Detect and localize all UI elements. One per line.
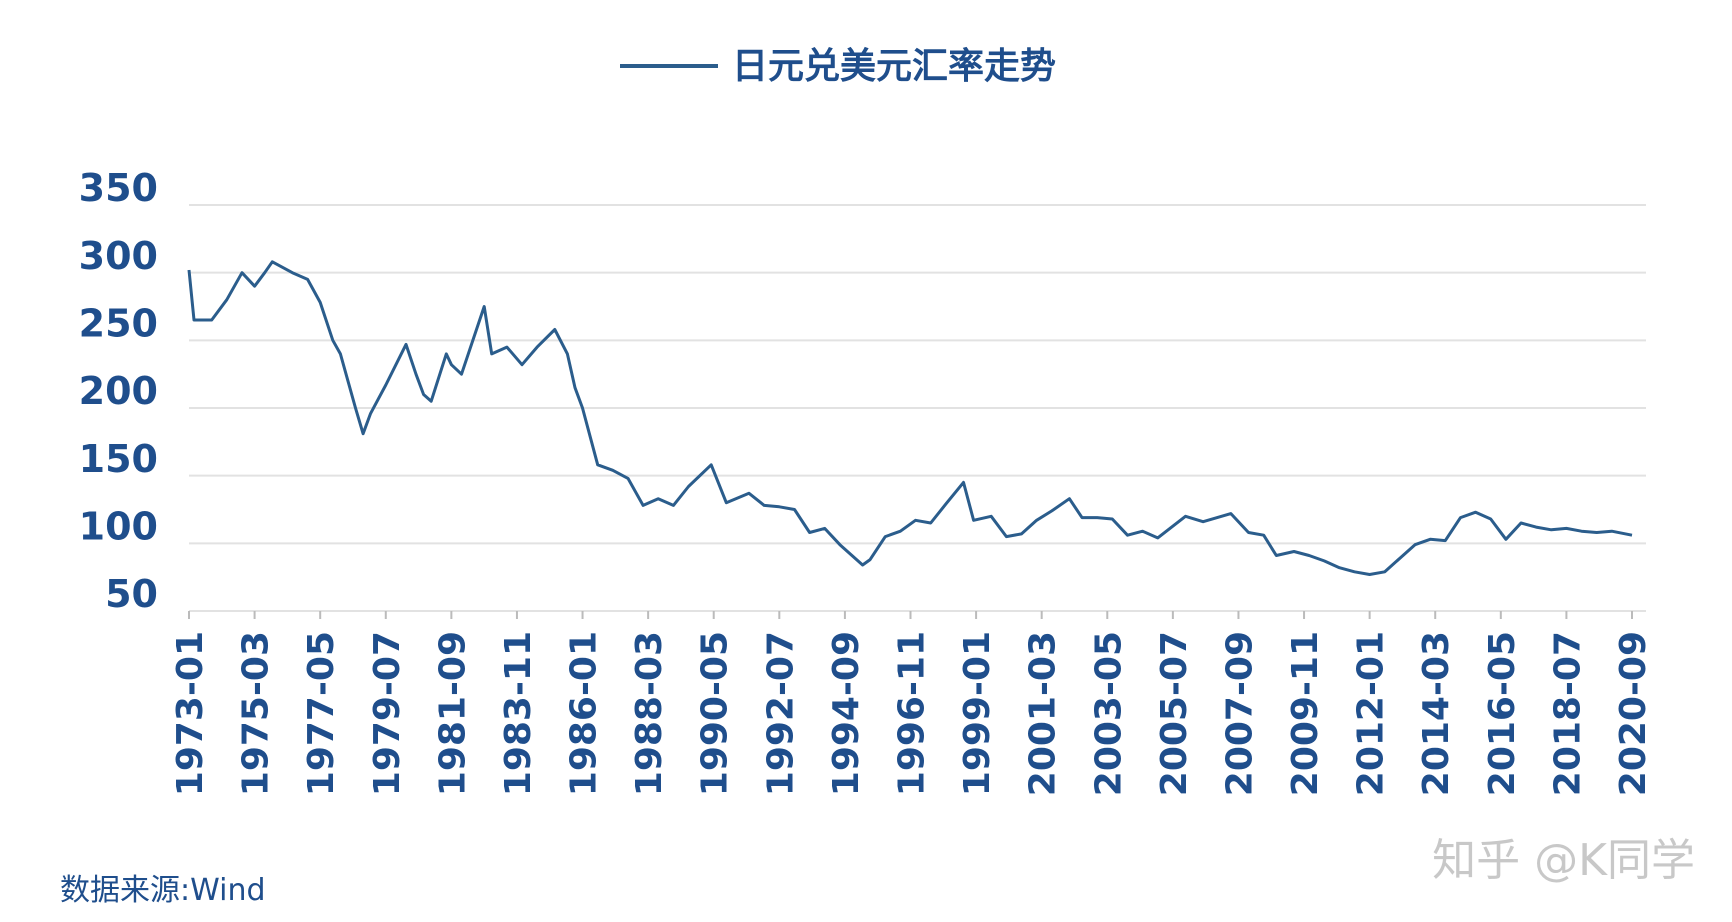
x-tick-label: 1994-09 <box>826 631 867 796</box>
y-tick-label: 150 <box>79 437 158 481</box>
x-tick-label: 2014-03 <box>1416 631 1457 796</box>
x-tick-label: 2005-07 <box>1154 631 1195 796</box>
x-tick-label: 1999-01 <box>957 631 998 796</box>
x-tick-label: 1988-03 <box>629 631 670 796</box>
x-tick-label: 1981-09 <box>432 631 473 796</box>
y-tick-label: 300 <box>79 234 158 278</box>
x-tick-label: 2009-11 <box>1285 631 1326 796</box>
x-tick-label: 2007-09 <box>1219 631 1260 796</box>
legend-label: 日元兑美元汇率走势 <box>732 46 1056 87</box>
x-tick-label: 1975-03 <box>236 631 277 796</box>
x-tick-label: 1992-07 <box>760 631 801 796</box>
x-tick-label: 2016-05 <box>1482 631 1523 796</box>
x-tick-label: 1996-11 <box>892 631 933 796</box>
x-tick-label: 1990-05 <box>695 631 736 796</box>
x-tick-label: 1977-05 <box>301 631 342 796</box>
y-tick-label: 100 <box>79 505 158 549</box>
y-tick-label: 200 <box>79 369 158 413</box>
x-tick-label: 1973-01 <box>170 631 211 796</box>
source-note: 数据来源:Wind <box>60 873 266 908</box>
x-tick-label: 1986-01 <box>564 631 605 796</box>
x-tick-label: 2003-05 <box>1088 631 1129 796</box>
x-tick-label: 2001-03 <box>1023 631 1064 796</box>
x-tick-label: 1979-07 <box>367 631 408 796</box>
line <box>187 260 1633 576</box>
y-tick-label: 250 <box>79 302 158 346</box>
y-tick-label: 50 <box>105 572 158 616</box>
x-tick-label: 2012-01 <box>1351 631 1392 796</box>
x-tick-label: 2020-09 <box>1613 631 1654 796</box>
watermark: 知乎 @K同学 <box>1432 835 1695 886</box>
x-tick-label: 1983-11 <box>498 631 539 796</box>
y-tick-label: 350 <box>79 166 158 210</box>
x-tick-label: 2018-07 <box>1547 631 1588 796</box>
